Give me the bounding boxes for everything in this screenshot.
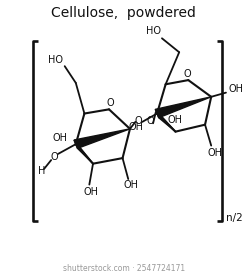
Text: shutterstock.com · 2547724171: shutterstock.com · 2547724171 xyxy=(63,264,185,273)
Text: O: O xyxy=(183,69,191,79)
Polygon shape xyxy=(155,97,211,118)
Text: O: O xyxy=(146,116,154,126)
Text: HO: HO xyxy=(146,26,161,36)
Text: HO: HO xyxy=(48,55,63,65)
Text: n/2: n/2 xyxy=(226,213,243,223)
Text: OH: OH xyxy=(128,122,143,132)
Text: O: O xyxy=(134,116,142,126)
Text: OH: OH xyxy=(53,133,68,143)
Text: OH: OH xyxy=(228,84,243,94)
Text: OH: OH xyxy=(168,115,183,125)
Text: OH: OH xyxy=(208,148,223,158)
Text: Cellulose,  powdered: Cellulose, powdered xyxy=(51,6,196,20)
Text: H: H xyxy=(38,166,46,176)
Polygon shape xyxy=(155,109,176,132)
Polygon shape xyxy=(74,140,93,164)
Text: OH: OH xyxy=(124,180,139,190)
Text: O: O xyxy=(51,152,58,162)
Text: OH: OH xyxy=(83,186,98,197)
Polygon shape xyxy=(74,129,130,148)
Text: O: O xyxy=(106,98,114,108)
